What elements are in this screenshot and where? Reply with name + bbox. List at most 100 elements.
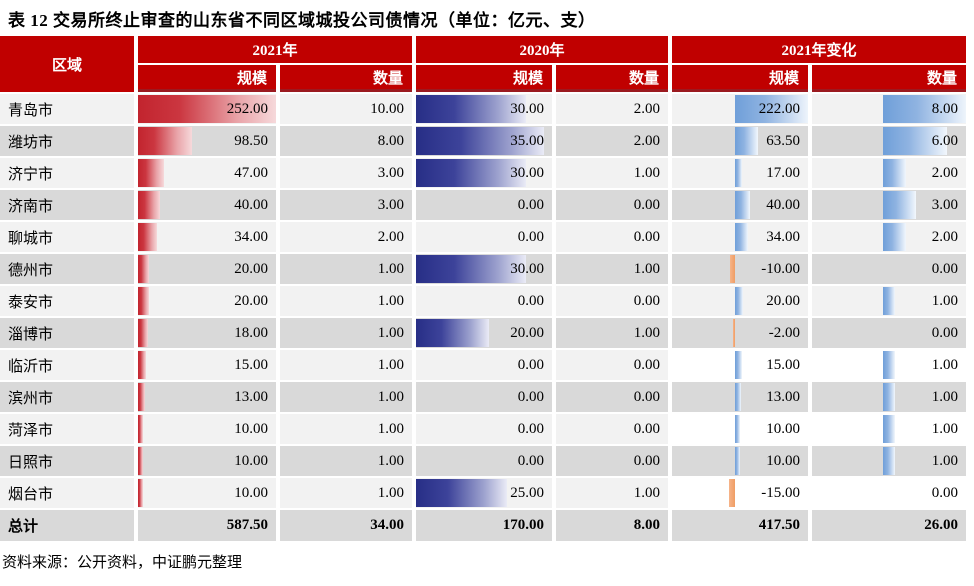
- cell-content: 2.00: [812, 222, 966, 252]
- cell-scale-2020: 0.00: [416, 350, 553, 380]
- cell-content: 0.00: [556, 382, 668, 412]
- cell-qty-2021: 1.00: [280, 382, 413, 412]
- cell-value: 0.00: [633, 453, 661, 469]
- cell-value: 0.00: [931, 485, 959, 501]
- cell-value: 30.00: [510, 165, 545, 181]
- cell-content: 0.00: [416, 382, 552, 412]
- cell-value: 15.00: [234, 357, 268, 373]
- cell-qty-2021: 2.00: [280, 222, 413, 252]
- cell-value: 0.00: [517, 357, 545, 373]
- databar-blue: [734, 127, 758, 155]
- cell-value: 10.00: [234, 453, 268, 469]
- cell-content: 0.00: [416, 446, 552, 476]
- cell-content: 1.00: [812, 414, 966, 444]
- cell-content: 0.00: [812, 254, 966, 284]
- databar-red: [138, 447, 144, 475]
- cell-content: 18.00: [138, 318, 276, 348]
- databar-blue: [734, 159, 743, 187]
- total-scale-2020: 170.00: [416, 510, 553, 541]
- cell-content: 10.00: [138, 478, 276, 508]
- region-cell: 德州市: [0, 254, 134, 284]
- cell-value: 15.00: [766, 357, 801, 373]
- table-row: 菏泽市 10.00 1.00 0.00 0.00 10.00 1.00: [0, 414, 967, 444]
- databar-blue: [734, 415, 740, 443]
- cell-content: -15.00: [672, 478, 808, 508]
- cell-scale-2021: 47.00: [138, 158, 276, 188]
- databar-red: [138, 319, 148, 347]
- cell-value: 1.00: [377, 453, 405, 469]
- cell-scale-2021: 98.50: [138, 126, 276, 156]
- cell-content: 2.00: [556, 126, 668, 156]
- cell-qty-2021: 3.00: [280, 190, 413, 220]
- region-cell: 泰安市: [0, 286, 134, 316]
- region-cell: 烟台市: [0, 478, 134, 508]
- region-cell: 菏泽市: [0, 414, 134, 444]
- databar-red: [138, 383, 146, 411]
- cell-content: 1.00: [556, 254, 668, 284]
- databar-navy: [416, 479, 508, 507]
- databar-red: [138, 159, 164, 187]
- column-header-qty-2021: 数量: [280, 65, 413, 92]
- cell-value: 1.00: [377, 389, 405, 405]
- cell-qty-2020: 0.00: [556, 414, 669, 444]
- column-header-qty-change: 数量: [812, 65, 967, 92]
- table-row: 滨州市 13.00 1.00 0.00 0.00 13.00 1.00: [0, 382, 967, 412]
- databar-red: [138, 351, 147, 379]
- cell-scale-2021: 10.00: [138, 478, 276, 508]
- cell-qty-2021: 1.00: [280, 286, 413, 316]
- cell-value: 1.00: [377, 485, 405, 501]
- table-row: 青岛市 252.00 10.00 30.00 2.00 222.00 8.00: [0, 94, 967, 124]
- databar-blue: [882, 95, 967, 123]
- cell-qty-2020: 2.00: [556, 94, 669, 124]
- region-cell: 日照市: [0, 446, 134, 476]
- cell-qty-2021: 1.00: [280, 446, 413, 476]
- cell-scale-2020: 20.00: [416, 318, 553, 348]
- cell-scale-2020: 25.00: [416, 478, 553, 508]
- cell-content: 1.00: [556, 478, 668, 508]
- cell-content: 34.00: [138, 222, 276, 252]
- cell-value: 8.00: [931, 101, 959, 117]
- cell-scale-2021: 20.00: [138, 254, 276, 284]
- cell-value: 3.00: [931, 197, 959, 213]
- cell-content: 40.00: [138, 190, 276, 220]
- cell-content: 10.00: [672, 446, 808, 476]
- column-header-region: 区域: [0, 36, 134, 92]
- cell-scale-2021: 20.00: [138, 286, 276, 316]
- cell-value: 1.00: [931, 389, 959, 405]
- cell-qty-2020: 0.00: [556, 286, 669, 316]
- cell-change-scale: 17.00: [672, 158, 809, 188]
- cell-value: 222.00: [758, 101, 801, 117]
- cell-content: 30.00: [416, 254, 552, 284]
- cell-scale-2021: 10.00: [138, 446, 276, 476]
- cell-value: 2.00: [931, 165, 959, 181]
- total-qty-2020: 8.00: [556, 510, 669, 541]
- cell-content: 1.00: [812, 382, 966, 412]
- cell-qty-2021: 1.00: [280, 254, 413, 284]
- cell-content: 10.00: [138, 414, 276, 444]
- cell-value: 34.00: [766, 229, 801, 245]
- cell-content: 20.00: [672, 286, 808, 316]
- cell-content: 13.00: [138, 382, 276, 412]
- databar-blue: [882, 127, 948, 155]
- region-bond-table: 区域 2021年 2020年 2021年变化 规模 数量 规模 数量 规模 数量…: [0, 34, 970, 543]
- cell-value: 0.00: [633, 293, 661, 309]
- cell-content: 222.00: [672, 94, 809, 124]
- databar-blue: [882, 223, 906, 251]
- databar-blue: [734, 191, 750, 219]
- cell-scale-2021: 15.00: [138, 350, 276, 380]
- cell-value: 30.00: [510, 261, 545, 277]
- cell-value: 20.00: [510, 325, 545, 341]
- cell-value: 2.00: [633, 133, 661, 149]
- cell-value: 2.00: [377, 229, 405, 245]
- cell-qty-2021: 3.00: [280, 158, 413, 188]
- cell-scale-2020: 30.00: [416, 94, 553, 124]
- cell-qty-2021: 1.00: [280, 478, 413, 508]
- cell-content: 0.00: [812, 318, 966, 348]
- cell-qty-2021: 8.00: [280, 126, 413, 156]
- cell-qty-2020: 0.00: [556, 222, 669, 252]
- table-row: 德州市 20.00 1.00 30.00 1.00 -10.00 0.00: [0, 254, 967, 284]
- cell-value: 0.00: [517, 197, 545, 213]
- cell-change-qty: 8.00: [812, 94, 967, 124]
- region-cell: 潍坊市: [0, 126, 134, 156]
- cell-change-qty: 2.00: [812, 222, 967, 252]
